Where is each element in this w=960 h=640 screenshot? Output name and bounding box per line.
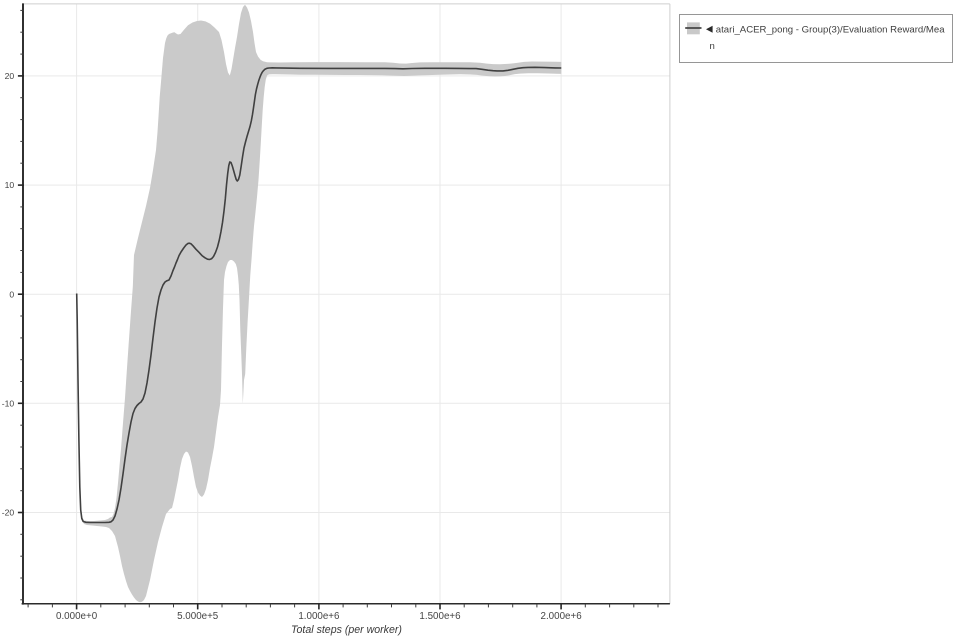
svg-text:10: 10: [5, 180, 15, 190]
svg-text:5.000e+5: 5.000e+5: [177, 611, 219, 622]
svg-text:Total steps (per worker): Total steps (per worker): [291, 624, 402, 636]
svg-text:-20: -20: [2, 508, 15, 518]
svg-text:n: n: [710, 41, 715, 52]
svg-text:-10: -10: [2, 398, 15, 408]
svg-text:1.000e+6: 1.000e+6: [298, 611, 340, 622]
svg-text:2.000e+6: 2.000e+6: [541, 611, 583, 622]
svg-text:1.500e+6: 1.500e+6: [419, 611, 461, 622]
svg-text:atari_ACER_pong - Group(3)/Eva: atari_ACER_pong - Group(3)/Evaluation Re…: [716, 25, 945, 36]
svg-text:0.000e+0: 0.000e+0: [56, 611, 98, 622]
svg-text:20: 20: [5, 71, 15, 81]
svg-text:0: 0: [9, 289, 14, 299]
